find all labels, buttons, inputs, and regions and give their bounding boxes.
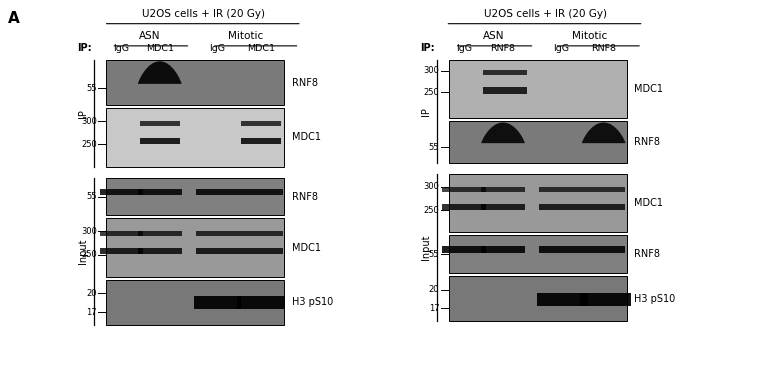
Bar [482, 186, 525, 192]
Text: IgG: IgG [553, 44, 568, 53]
Text: ASN: ASN [139, 31, 161, 41]
Bar [241, 121, 281, 126]
Bar [449, 60, 627, 118]
Bar [483, 87, 527, 94]
Text: MDC1: MDC1 [247, 44, 275, 53]
Bar [240, 248, 283, 254]
Text: IP:: IP: [77, 43, 91, 53]
Text: A: A [8, 11, 19, 26]
Text: 55: 55 [429, 250, 439, 259]
Text: 250: 250 [423, 206, 439, 215]
Text: U2OS cells + IR (20 Gy): U2OS cells + IR (20 Gy) [142, 9, 265, 20]
Text: MDC1: MDC1 [292, 243, 321, 253]
Bar [106, 60, 284, 105]
Bar [539, 204, 582, 210]
Bar [196, 189, 239, 195]
Bar [582, 186, 625, 192]
Bar [100, 231, 143, 236]
PathPatch shape [482, 123, 525, 143]
Text: 20: 20 [429, 285, 439, 294]
Bar [442, 246, 485, 253]
Bar [482, 246, 525, 253]
Text: 250: 250 [81, 140, 97, 149]
Text: 300: 300 [81, 227, 97, 236]
Text: IgG: IgG [456, 44, 472, 53]
Bar [138, 189, 181, 195]
Text: 300: 300 [81, 117, 97, 126]
Text: Mitotic: Mitotic [228, 31, 263, 41]
Text: IgG: IgG [210, 44, 225, 53]
Bar [196, 248, 239, 254]
Bar [194, 296, 241, 309]
Bar [138, 231, 181, 236]
Bar [106, 108, 284, 167]
Text: IP: IP [78, 109, 88, 118]
Text: MDC1: MDC1 [292, 132, 321, 143]
Text: Input: Input [78, 239, 88, 264]
Text: RNF8: RNF8 [292, 78, 318, 88]
Bar [580, 293, 631, 306]
Bar [140, 121, 180, 126]
Bar [537, 293, 588, 306]
Bar [241, 138, 281, 144]
Bar [449, 121, 627, 163]
Bar [140, 138, 180, 144]
Text: RNF8: RNF8 [634, 249, 660, 259]
Text: IgG: IgG [114, 44, 129, 53]
Text: H3 pS10: H3 pS10 [634, 294, 676, 303]
Bar [100, 189, 143, 195]
Bar [240, 231, 283, 236]
Bar [100, 248, 143, 254]
Text: IP:: IP: [420, 43, 435, 53]
Text: 55: 55 [86, 192, 97, 201]
Bar [442, 204, 485, 210]
Text: RNF8: RNF8 [491, 44, 515, 53]
Bar [482, 204, 525, 210]
Bar [483, 70, 527, 75]
Text: RNF8: RNF8 [634, 137, 660, 147]
Bar [539, 186, 582, 192]
Text: MDC1: MDC1 [634, 198, 664, 208]
Bar [106, 280, 284, 325]
Bar [237, 296, 285, 309]
Text: MDC1: MDC1 [634, 84, 664, 94]
Bar [582, 246, 625, 253]
PathPatch shape [582, 123, 625, 143]
Text: RNF8: RNF8 [591, 44, 616, 53]
Bar [582, 204, 625, 210]
Bar [240, 189, 283, 195]
Text: ASN: ASN [483, 31, 505, 41]
Bar [442, 186, 485, 192]
Text: 55: 55 [429, 143, 439, 152]
Bar [106, 218, 284, 277]
Bar [449, 235, 627, 273]
Text: Input: Input [421, 235, 431, 260]
Text: H3 pS10: H3 pS10 [292, 297, 333, 307]
Text: RNF8: RNF8 [292, 192, 318, 202]
Text: 20: 20 [86, 289, 97, 298]
Bar [449, 174, 627, 232]
Text: 250: 250 [423, 88, 439, 97]
Text: 17: 17 [429, 304, 439, 313]
Bar [449, 276, 627, 321]
Text: Mitotic: Mitotic [572, 31, 607, 41]
Text: 250: 250 [81, 250, 97, 259]
Text: U2OS cells + IR (20 Gy): U2OS cells + IR (20 Gy) [484, 9, 607, 20]
Bar [196, 231, 239, 236]
Text: MDC1: MDC1 [146, 44, 174, 53]
Bar [106, 178, 284, 215]
Text: 300: 300 [423, 66, 439, 75]
Text: 17: 17 [86, 308, 97, 317]
Bar [138, 248, 181, 254]
PathPatch shape [138, 61, 181, 84]
Text: 300: 300 [423, 182, 439, 191]
Bar [539, 246, 582, 253]
Text: IP: IP [421, 107, 431, 116]
Text: 55: 55 [86, 83, 97, 92]
